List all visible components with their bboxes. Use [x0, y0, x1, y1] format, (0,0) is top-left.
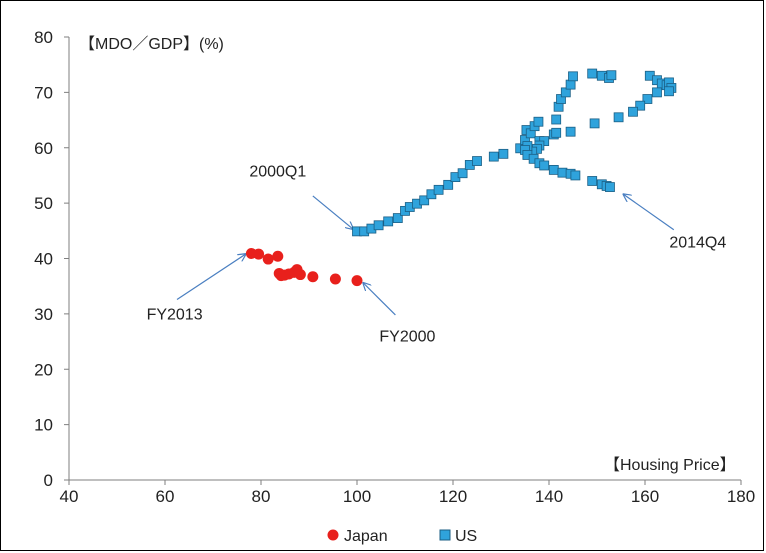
us-point — [664, 86, 674, 97]
us-point — [533, 116, 544, 127]
us-point — [589, 118, 600, 129]
y-tick-label: 70 — [34, 83, 53, 102]
legend: Japan US — [327, 528, 477, 545]
japan-point — [262, 253, 274, 265]
us-point — [628, 106, 638, 117]
japan-point — [307, 271, 319, 283]
annotation-label: 2014Q4 — [669, 234, 726, 251]
us-point — [587, 176, 598, 186]
x-axis-label: 【Housing Price】 — [604, 457, 736, 474]
y-axis-label: 【MDO／GDP】(%) — [79, 36, 224, 53]
japan-point — [273, 267, 285, 279]
annotation-label: FY2013 — [147, 306, 203, 323]
y-tick-label: 0 — [44, 471, 53, 490]
y-tick-label: 40 — [34, 250, 53, 269]
legend-japan-marker — [327, 529, 339, 541]
us-point — [392, 213, 403, 223]
x-tick-label: 120 — [439, 487, 467, 506]
y-tick-label: 30 — [34, 305, 53, 324]
japan-point — [272, 250, 284, 262]
legend-japan-label: Japan — [344, 528, 388, 545]
axes — [64, 36, 742, 485]
x-tick-label: 40 — [60, 487, 79, 506]
data-points — [245, 68, 677, 287]
us-point — [606, 70, 617, 81]
us-point — [570, 170, 581, 181]
us-point — [498, 148, 509, 159]
us-point — [568, 71, 578, 82]
us-point — [565, 126, 576, 137]
us-point — [565, 79, 576, 90]
japan-point — [351, 275, 363, 287]
us-point — [472, 156, 482, 166]
legend-us-marker — [439, 529, 451, 541]
annotation-label: FY2000 — [379, 329, 435, 346]
us-point — [488, 151, 499, 162]
us-point — [551, 114, 562, 125]
x-tick-label: 80 — [252, 487, 271, 506]
x-tick-label: 140 — [535, 487, 563, 506]
axis-labels: 【MDO／GDP】(%) 【Housing Price】 — [79, 36, 736, 474]
japan-point — [329, 273, 341, 285]
y-tick-label: 10 — [34, 416, 53, 435]
us-point — [443, 179, 454, 190]
annotation-label: 2000Q1 — [249, 164, 306, 181]
japan-point — [245, 248, 257, 260]
us-point — [548, 164, 559, 175]
us-point — [551, 127, 562, 138]
us-point — [605, 182, 615, 192]
us-point — [457, 168, 468, 179]
tick-labels: 40 60 80 100 120 140 160 180 0 10 20 30 40 50 60 70 80 — [34, 28, 755, 506]
y-tick-label: 60 — [34, 139, 53, 158]
legend-us-label: US — [455, 528, 477, 545]
us-point — [587, 68, 598, 79]
us-point — [383, 216, 394, 227]
x-tick-label: 60 — [156, 487, 175, 506]
y-tick-label: 20 — [34, 360, 53, 379]
annotation-arrow — [363, 283, 396, 316]
us-point — [613, 112, 624, 123]
x-tick-label: 180 — [727, 487, 755, 506]
us-point — [635, 100, 646, 111]
annotation-arrow — [623, 194, 675, 231]
us-point — [419, 195, 430, 206]
x-tick-label: 100 — [343, 487, 371, 506]
annotation-arrow — [312, 195, 353, 229]
annotation-arrow — [176, 254, 246, 300]
y-tick-label: 80 — [34, 28, 53, 47]
us-point — [642, 94, 653, 104]
y-tick-label: 50 — [34, 194, 53, 213]
annotation-arrows: 2000Q1 2014Q4 FY2013 FY2000 — [147, 164, 727, 346]
us-point — [652, 87, 662, 98]
us-point — [433, 184, 444, 195]
x-tick-label: 160 — [631, 487, 659, 506]
us-point — [539, 160, 550, 171]
us-point — [557, 167, 568, 178]
us-point — [373, 220, 384, 231]
